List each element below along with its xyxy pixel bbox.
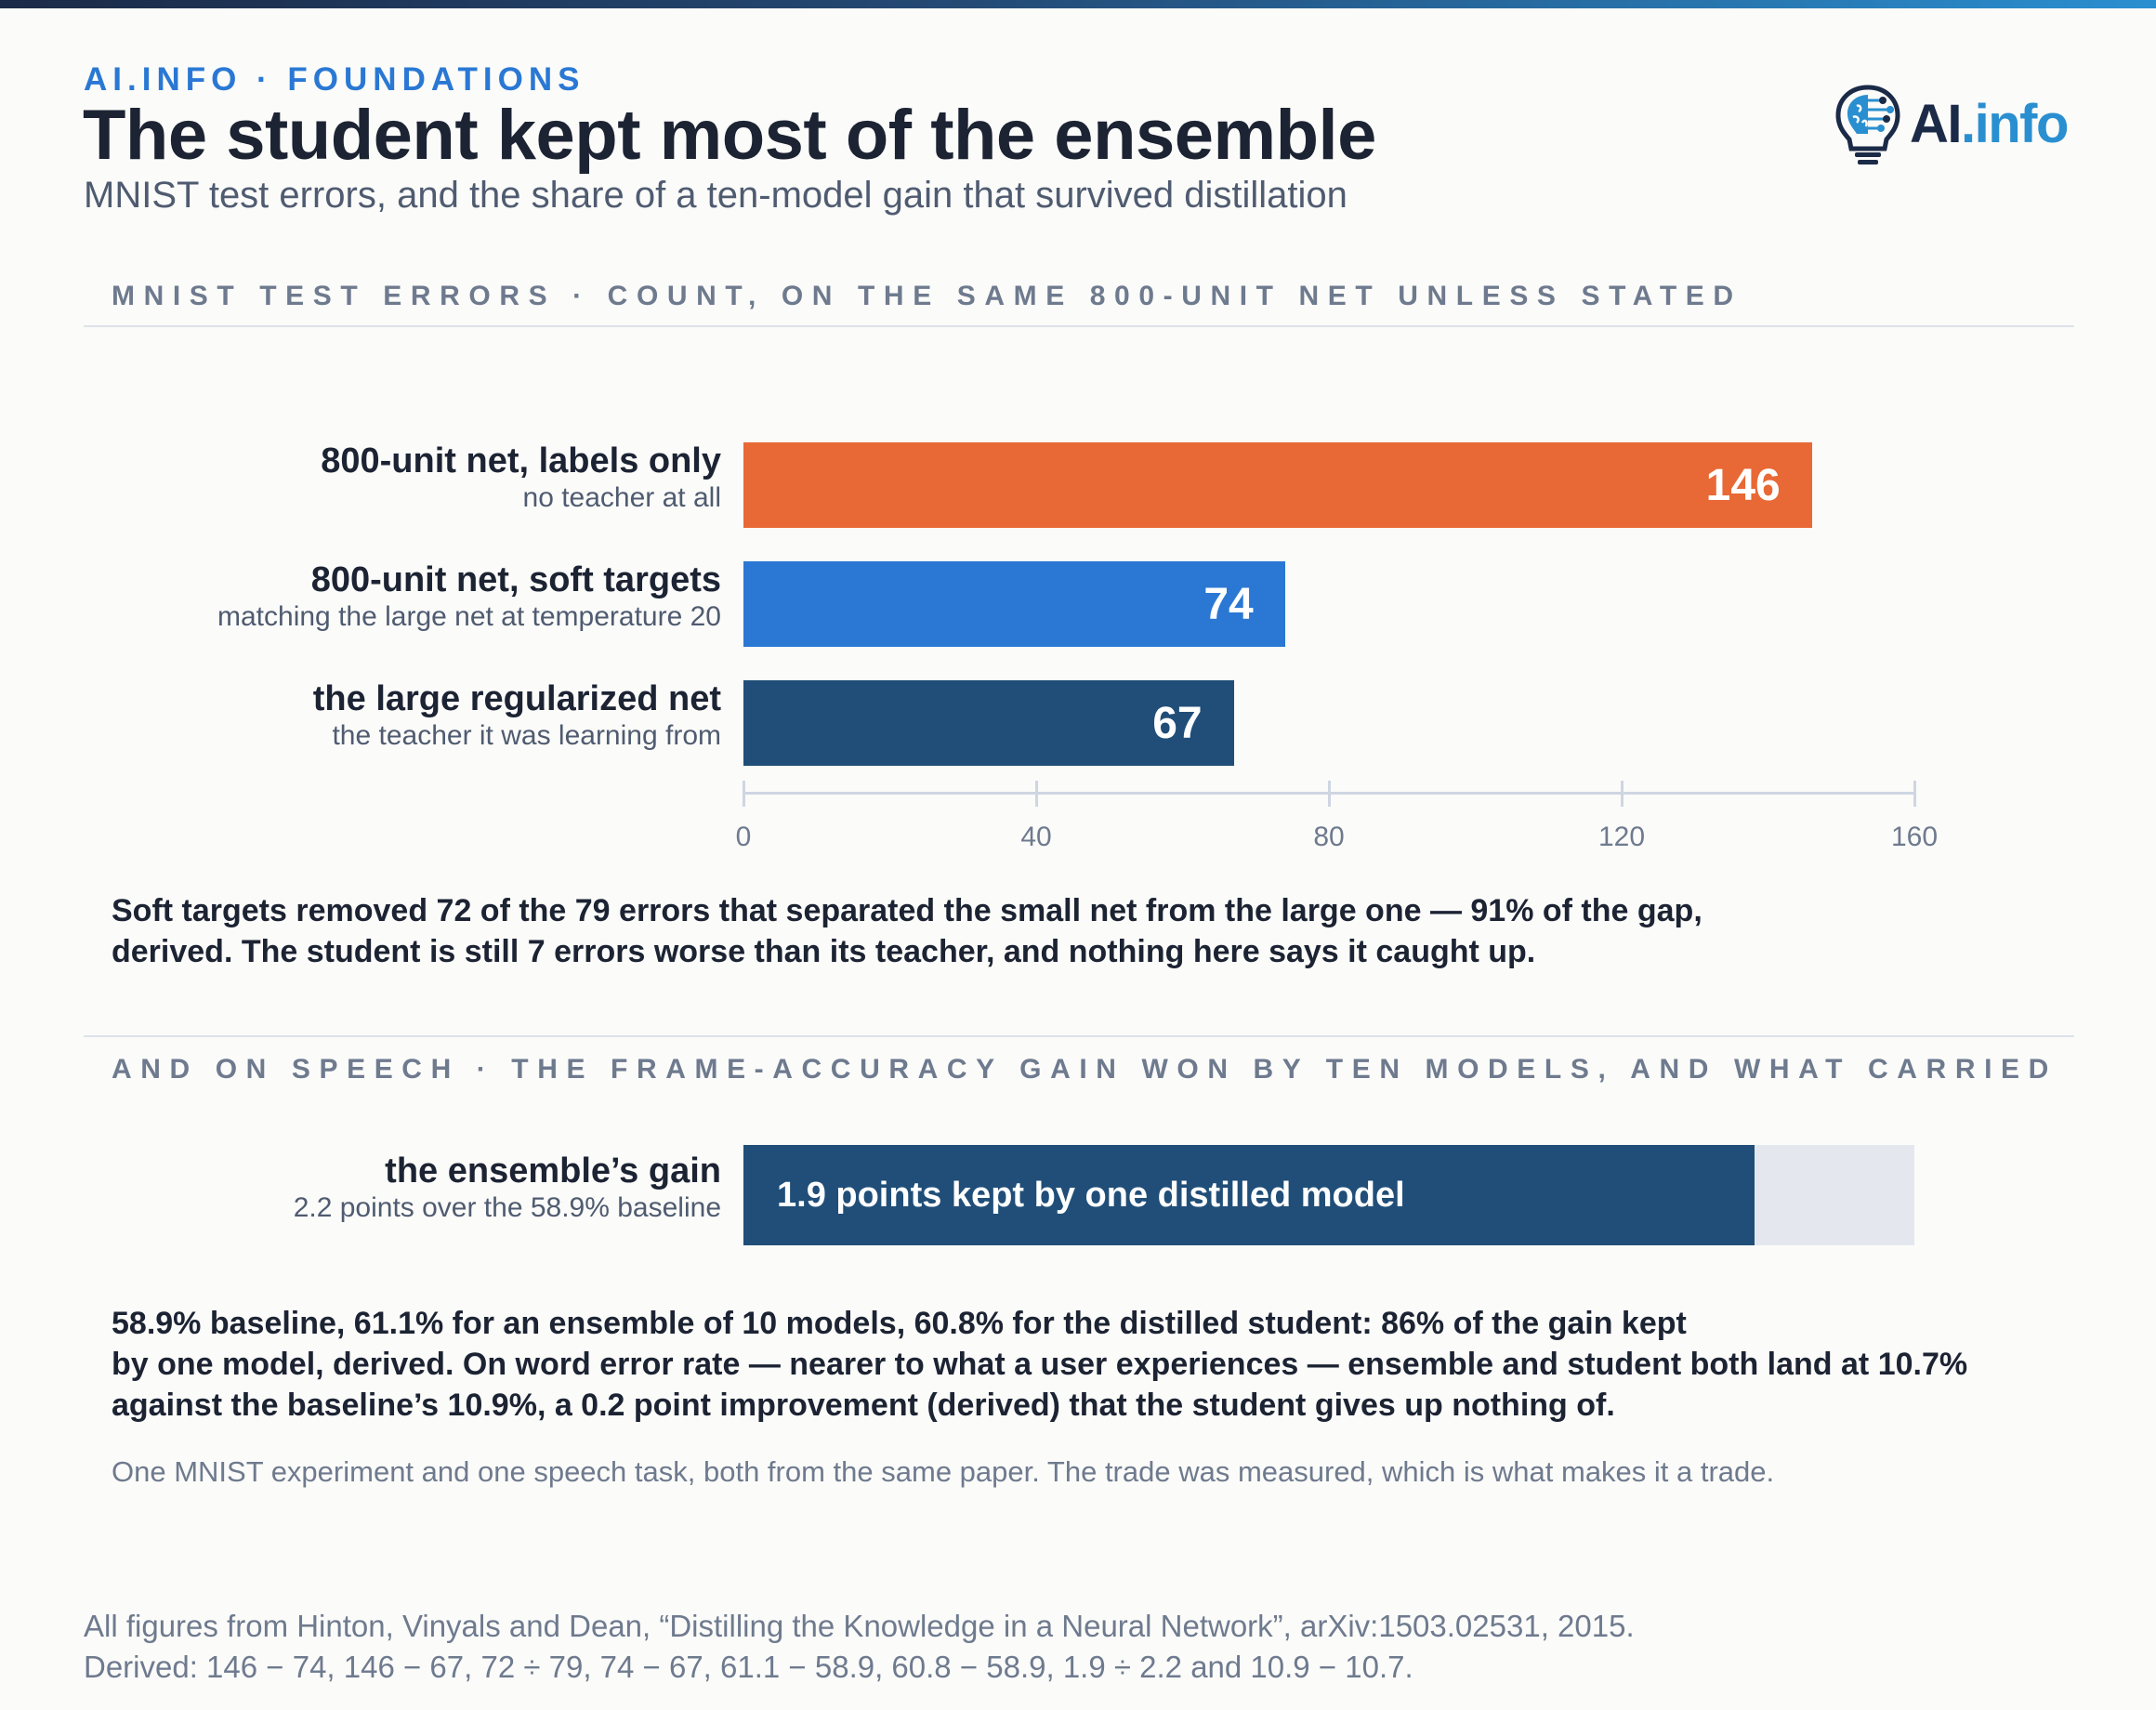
speech-section-label: AND ON SPEECH · THE FRAME-ACCURACY GAIN …	[112, 1054, 2057, 1085]
gain-track: 1.9 points kept by one distilled model	[743, 1145, 1914, 1245]
kicker: AI.INFO · FOUNDATIONS	[84, 61, 585, 98]
x-axis-tick	[1034, 781, 1038, 807]
bar-label-title: 800-unit net, labels only	[321, 441, 721, 480]
speech-row-subtitle: 2.2 points over the 58.9% baseline	[293, 1192, 721, 1223]
section-divider	[84, 1035, 2074, 1037]
speech-note-line: by one model, derived. On word error rat…	[112, 1347, 1968, 1382]
x-axis-tick	[1913, 781, 1916, 807]
caveat-note: One MNIST experiment and one speech task…	[112, 1455, 1775, 1488]
speech-row-title: the ensemble’s gain	[385, 1151, 721, 1190]
bar-value-label: 146	[1705, 460, 1781, 510]
page-subtitle: MNIST test errors, and the share of a te…	[84, 175, 1348, 216]
bar-label-subtitle: matching the large net at temperature 20	[217, 601, 721, 632]
x-axis-tick	[1327, 781, 1331, 807]
kept-gain-label: 1.9 points kept by one distilled model	[777, 1175, 1405, 1215]
x-axis-tick-label: 40	[1020, 822, 1052, 852]
mnist-note: Soft targets removed 72 of the 79 errors…	[112, 890, 1702, 972]
source-line: Derived: 146 − 74, 146 − 67, 72 ÷ 79, 74…	[84, 1650, 1413, 1684]
x-axis-tick	[1620, 781, 1624, 807]
x-axis-tick-label: 80	[1313, 822, 1345, 852]
bar-label-subtitle: the teacher it was learning from	[332, 720, 721, 751]
bar-large-net: 67	[743, 680, 1234, 766]
speech-note-line: against the baseline’s 10.9%, a 0.2 poin…	[112, 1388, 1615, 1423]
speech-row-label: the ensemble’s gain 2.2 points over the …	[294, 1151, 721, 1225]
logo-wordmark: AI.info	[1910, 94, 2069, 154]
bar-label-subtitle: no teacher at all	[522, 482, 721, 513]
section-divider	[84, 325, 2074, 327]
speech-note: 58.9% baseline, 61.1% for an ensemble of…	[112, 1303, 1967, 1426]
bar-label-title: 800-unit net, soft targets	[310, 560, 721, 599]
x-axis-tick-label: 160	[1890, 822, 1939, 852]
x-axis: 0 40 80 120 160	[736, 781, 1938, 855]
source-line: All figures from Hinton, Vinyals and Dea…	[84, 1609, 1635, 1643]
source-note: All figures from Hinton, Vinyals and Dea…	[84, 1606, 1635, 1688]
top-accent-bar	[0, 0, 2156, 8]
brain-bulb-icon	[1835, 85, 1900, 164]
bar-value-label: 74	[1203, 579, 1254, 629]
bar-soft-targets: 74	[743, 561, 1285, 647]
mnist-section-label: MNIST TEST ERRORS · COUNT, ON THE SAME 8…	[112, 281, 1742, 311]
bar-label-title: the large regularized net	[312, 679, 721, 718]
page-title: The student kept most of the ensemble	[83, 96, 1376, 175]
mnist-note-line: Soft targets removed 72 of the 79 errors…	[112, 893, 1702, 928]
bar-label-large-net: the large regularized net the teacher it …	[313, 678, 721, 753]
kept-gain-bar	[743, 1145, 1755, 1245]
mnist-note-line: derived. The student is still 7 errors w…	[112, 934, 1536, 969]
bar-value-label: 67	[1152, 698, 1203, 748]
speech-note-line: 58.9% baseline, 61.1% for an ensemble of…	[112, 1306, 1687, 1341]
x-axis-tick	[742, 781, 745, 807]
bar-label-soft-targets: 800-unit net, soft targets matching the l…	[217, 559, 721, 634]
x-axis-tick-label: 120	[1597, 822, 1646, 852]
x-axis-tick-label: 0	[735, 822, 752, 852]
logo: AI.info	[1831, 82, 2082, 175]
bar-label-labels-only: 800-unit net, labels only no teacher at a…	[321, 441, 721, 515]
bar-labels-only: 146	[743, 442, 1812, 528]
